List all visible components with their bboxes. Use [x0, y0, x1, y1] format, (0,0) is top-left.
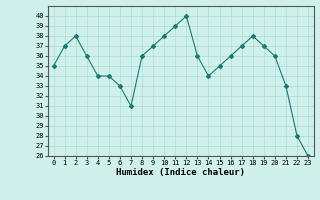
- X-axis label: Humidex (Indice chaleur): Humidex (Indice chaleur): [116, 168, 245, 177]
